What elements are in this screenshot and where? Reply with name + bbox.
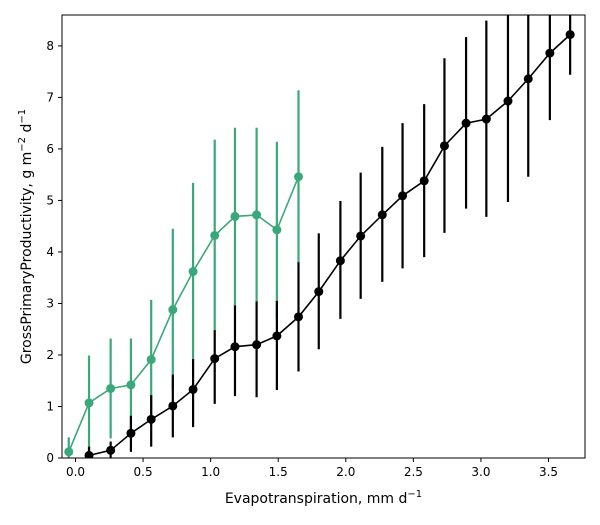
data-point	[64, 447, 74, 457]
y-tick-label: 3	[46, 296, 54, 310]
data-point	[146, 414, 156, 424]
data-point	[272, 331, 282, 341]
data-point	[377, 210, 387, 220]
y-tick-label: 4	[46, 245, 54, 259]
x-tick-label: 1.0	[201, 465, 220, 479]
data-point	[84, 450, 94, 458]
data-point	[272, 225, 282, 235]
plot-area	[64, 15, 575, 458]
data-point	[146, 355, 156, 365]
data-point	[439, 141, 449, 151]
y-tick-label: 8	[46, 39, 54, 53]
data-point	[168, 401, 178, 411]
series-1	[64, 90, 303, 458]
data-point	[481, 114, 491, 124]
data-point	[545, 48, 555, 58]
x-tick-label: 2.5	[404, 465, 423, 479]
data-point	[210, 354, 220, 364]
data-point	[461, 118, 471, 128]
data-point	[106, 445, 116, 455]
x-tick-label: 0.0	[66, 465, 85, 479]
data-point	[293, 172, 303, 182]
data-point	[188, 384, 198, 394]
series-2	[84, 15, 575, 458]
data-point	[188, 267, 198, 277]
y-axis-label-text: GrossPrimaryProductivity, g m	[19, 152, 35, 364]
data-point	[523, 74, 533, 84]
y-tick-label: 5	[46, 193, 54, 207]
data-point	[335, 256, 345, 266]
data-point	[314, 287, 324, 297]
data-point	[230, 211, 240, 221]
y-tick-label: 2	[46, 348, 54, 362]
y-axis-label-exponent-1: −2	[17, 137, 28, 152]
data-point	[106, 383, 116, 393]
x-axis-label: Evapotranspiration, mm d−1	[225, 489, 422, 507]
y-tick-label: 6	[46, 142, 54, 156]
y-axis-label-unit: d	[19, 124, 35, 137]
data-point	[126, 428, 136, 438]
y-tick-label: 0	[46, 451, 54, 465]
data-point	[503, 96, 513, 106]
y-tick-label: 7	[46, 90, 54, 104]
data-point	[126, 380, 136, 390]
x-tick-label: 2.0	[336, 465, 355, 479]
y-axis-label-exponent-2: −1	[17, 109, 28, 124]
data-point	[168, 305, 178, 315]
x-tick-label: 3.5	[539, 465, 558, 479]
x-axis-ticks: 0.0 0.5 1.0 1.5 2.0 2.5 3.0 3.5	[66, 458, 558, 479]
x-tick-label: 3.0	[471, 465, 490, 479]
data-point	[398, 191, 408, 201]
data-point	[419, 176, 429, 186]
x-axis-label-exponent: −1	[407, 489, 422, 500]
y-axis-label: GrossPrimaryProductivity, g m−2 d−1	[17, 109, 35, 364]
y-axis-ticks: 0 1 2 3 4 5 6 7 8	[46, 39, 62, 465]
data-point	[252, 340, 262, 350]
plot-frame	[61, 14, 586, 459]
data-point	[565, 30, 575, 40]
x-tick-label: 1.5	[269, 465, 288, 479]
x-tick-label: 0.5	[134, 465, 153, 479]
data-point	[230, 342, 240, 352]
data-point	[356, 231, 366, 241]
x-axis-label-text: Evapotranspiration, mm d	[225, 491, 408, 507]
data-point	[252, 210, 262, 220]
data-point	[293, 312, 303, 322]
series-group	[64, 15, 575, 458]
y-tick-label: 1	[46, 399, 54, 413]
data-point	[84, 398, 94, 408]
data-point	[210, 230, 220, 240]
